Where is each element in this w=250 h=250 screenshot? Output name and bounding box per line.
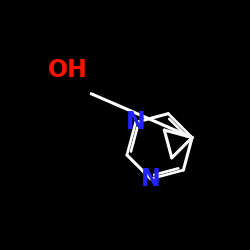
Text: OH: OH	[48, 58, 88, 82]
Text: N: N	[141, 167, 161, 191]
Text: N: N	[126, 110, 146, 134]
